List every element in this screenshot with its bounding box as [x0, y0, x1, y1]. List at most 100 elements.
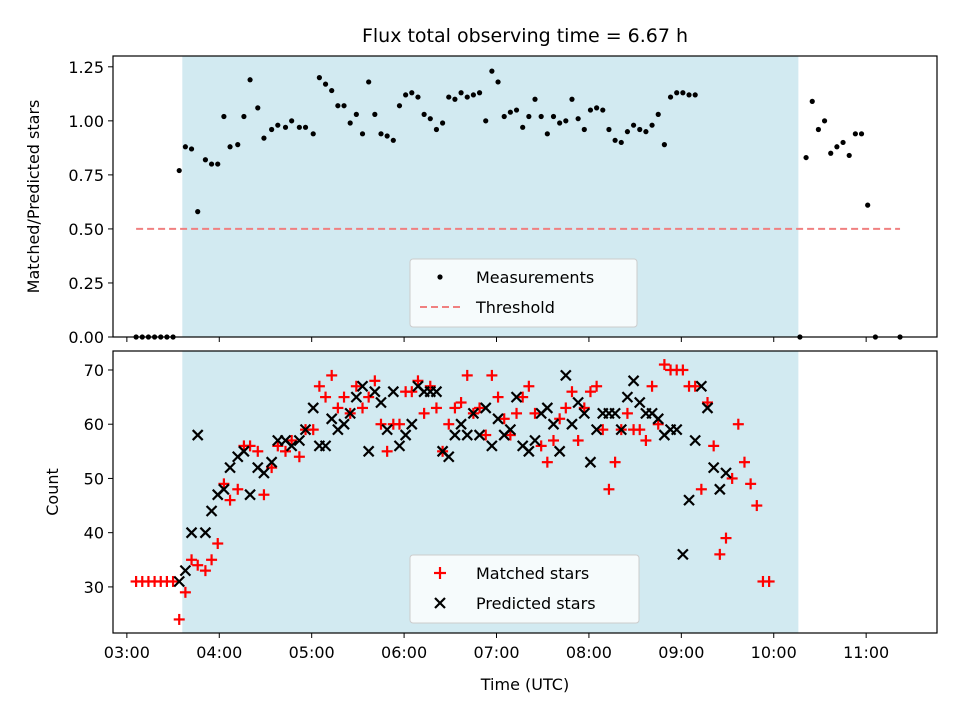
matched-star-point [745, 478, 757, 490]
matched-star-point [720, 532, 732, 544]
x-tick-label: 07:00 [473, 643, 519, 662]
predicted-star-point [609, 407, 621, 420]
matched-star-point [480, 429, 492, 441]
measurement-point [296, 124, 302, 130]
x-axis-label: Time (UTC) [480, 675, 569, 694]
predicted-star-point [510, 391, 523, 403]
matched-star-point [455, 397, 467, 409]
measurement-point [390, 137, 396, 143]
y-tick-label: 0.75 [68, 166, 104, 185]
measurement-point [852, 131, 858, 137]
matched-star-point [293, 451, 305, 463]
measurement-point [359, 131, 366, 137]
predicted-star-point [265, 456, 278, 468]
y-tick-label: 1.25 [68, 58, 104, 77]
predicted-star-point [486, 440, 498, 452]
predicted-star-point [720, 467, 732, 479]
measurement-point [624, 129, 631, 135]
matched-star-point [258, 489, 270, 501]
matched-star-point [186, 554, 198, 566]
matched-star-point [498, 413, 510, 425]
y-tick-label: 0.00 [68, 328, 104, 347]
matched-star-point [326, 369, 338, 381]
matched-star-point [646, 380, 658, 392]
measurement-point [372, 111, 378, 117]
measurement-point [815, 126, 822, 133]
measurement-point [606, 126, 612, 133]
measurement-point [221, 113, 227, 120]
matched-star-point [357, 402, 369, 414]
measurement-point [329, 87, 335, 94]
matched-star-point [232, 483, 244, 495]
predicted-star-point [578, 407, 591, 420]
measurement-point [667, 94, 674, 100]
measurement-point [202, 157, 209, 163]
predicted-star-point [362, 445, 375, 458]
predicted-legend-marker [434, 597, 446, 609]
measurement-point [235, 142, 241, 148]
ratio-panel: 0.00 0.25 0.50 0.75 1.00 1.25 Matched/Predict… [24, 55, 938, 347]
predicted-star-point [344, 407, 356, 420]
measurement-point [433, 126, 440, 133]
bottom-y-ticks: 30 40 50 60 70 [84, 361, 113, 597]
matched-star-point [449, 402, 461, 414]
matched-star-point [474, 402, 486, 414]
predicted-star-point [677, 548, 689, 561]
measurement-point [188, 146, 195, 152]
predicted-star-point [695, 380, 708, 393]
measurement-point [227, 144, 233, 150]
measurement-point [821, 118, 828, 124]
matched-star-point [224, 494, 236, 506]
matched-star-point [430, 402, 442, 414]
y-tick-label: 40 [84, 524, 104, 543]
measurement-point [513, 107, 520, 113]
measurement-point [483, 118, 489, 124]
measurement-point [415, 94, 421, 100]
x-tick-label: 09:00 [658, 643, 704, 662]
measurement-point [440, 120, 446, 126]
measurement-point [302, 124, 309, 130]
measurement-point [341, 103, 347, 109]
matched-star-point [621, 407, 633, 419]
predicted-star-point [381, 423, 393, 436]
predicted-star-point [707, 461, 720, 474]
matched-star-point [492, 391, 504, 403]
measurement-point [396, 103, 403, 109]
measurement-point [840, 139, 846, 146]
measurement-point [378, 131, 384, 137]
measurement-point [255, 105, 261, 111]
matched-star-point [708, 440, 720, 452]
matched-star-point [307, 424, 319, 436]
measurement-point [834, 144, 840, 150]
measurement-point [630, 122, 637, 128]
measurement-point [563, 118, 569, 124]
x-tick-label: 03:00 [104, 643, 150, 662]
matched-star-point [461, 369, 473, 381]
predicted-star-point [244, 488, 256, 501]
predicted-star-point [504, 423, 517, 436]
predicted-star-point [224, 461, 236, 474]
matched-star-point [280, 445, 292, 457]
predicted-star-point [338, 418, 350, 430]
predicted-star-point [479, 402, 492, 414]
predicted-star-point [393, 440, 406, 452]
top-legend-box [409, 258, 638, 328]
measurement-point [366, 79, 372, 85]
predicted-star-point [205, 505, 218, 517]
matched-star-point [363, 391, 375, 403]
measurement-point [686, 92, 692, 98]
measurement-point [520, 124, 526, 130]
matched-legend-label: Matched stars [476, 564, 589, 583]
predicted-star-point [572, 396, 584, 409]
predicted-star-point [406, 418, 418, 430]
ratio-marks [133, 68, 903, 340]
matched-star-point [332, 402, 344, 414]
matched-star-point [634, 424, 646, 436]
measurement-point [655, 111, 661, 117]
predicted-star-point [307, 402, 320, 414]
predicted-star-point [590, 423, 603, 436]
predicted-star-point [529, 434, 541, 447]
predicted-star-point [191, 429, 204, 441]
predicted-star-point [430, 385, 443, 398]
predicted-star-point [541, 402, 554, 414]
